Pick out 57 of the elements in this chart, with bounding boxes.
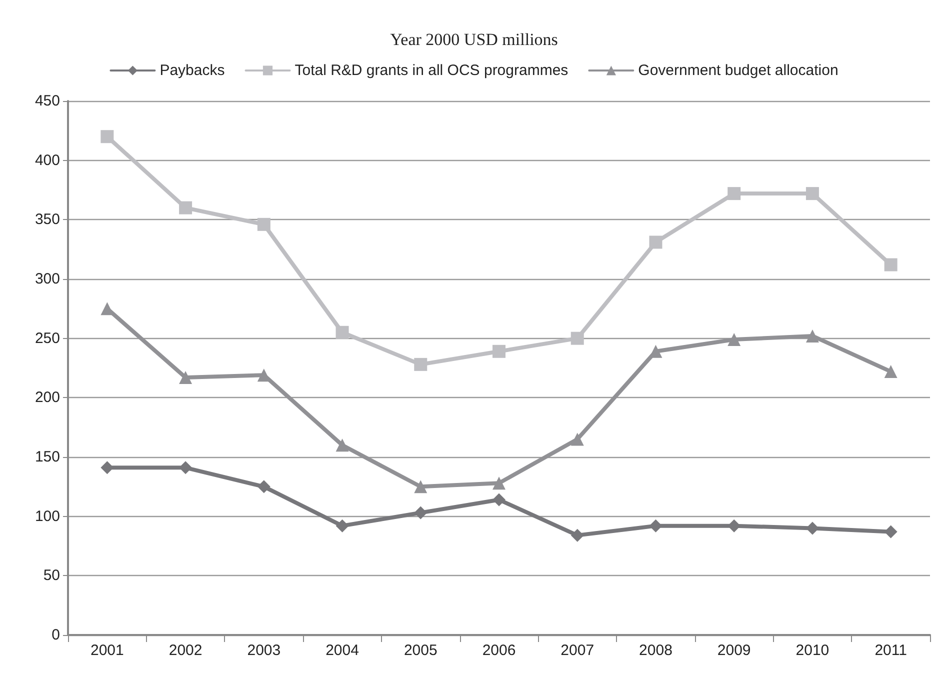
y-tick-label: 200 [34,389,60,406]
point [806,522,819,535]
point [570,332,584,345]
point [884,525,898,538]
x-tick-label: 2007 [560,642,594,659]
point [649,236,662,249]
point [100,461,114,474]
y-tick-label: 450 [34,92,60,110]
y-tick-label: 400 [34,152,60,169]
point [179,461,192,474]
point [492,344,506,358]
point [492,476,506,490]
y-tick-label: 0 [52,626,60,644]
point [336,326,349,339]
point [257,218,270,231]
x-tick-label: 2011 [874,642,907,659]
chart-title: Year 2000 USD millions [390,30,558,49]
point [649,519,662,532]
y-tick-label: 50 [43,567,60,584]
point [179,201,192,214]
legend-label: Total R&D grants in all OCS programmes [294,62,568,79]
point [257,368,270,382]
point [728,333,741,346]
point [336,519,349,532]
point [884,365,898,378]
x-tick-label: 2009 [717,642,751,659]
point [728,187,741,200]
x-tick-label: 2006 [482,642,516,659]
point [492,493,506,506]
y-tick-label: 150 [34,448,60,466]
point [570,432,584,446]
point [414,506,428,520]
y-tick-label: 250 [34,330,60,347]
x-tick-label: 2005 [404,642,438,659]
y-tick-label: 300 [34,270,60,288]
point [257,480,270,494]
legend-label: Government budget allocation [638,62,838,79]
point [336,438,349,452]
point [100,302,114,316]
point [806,187,819,200]
point [884,258,898,272]
x-tick-label: 2004 [326,642,359,659]
y-tick-label: 100 [34,508,60,525]
point [414,358,428,371]
point [728,519,741,532]
x-tick-label: 2001 [90,642,124,659]
x-tick-label: 2010 [796,642,830,659]
x-tick-label: 2002 [168,642,202,659]
point [806,329,819,342]
x-tick-label: 2003 [247,642,281,659]
point [570,528,584,542]
legend-label: Paybacks [160,62,225,79]
y-tick-label: 350 [34,211,60,228]
point [179,370,192,384]
point [100,130,114,144]
x-tick-label: 2008 [639,642,672,659]
point [414,480,428,494]
